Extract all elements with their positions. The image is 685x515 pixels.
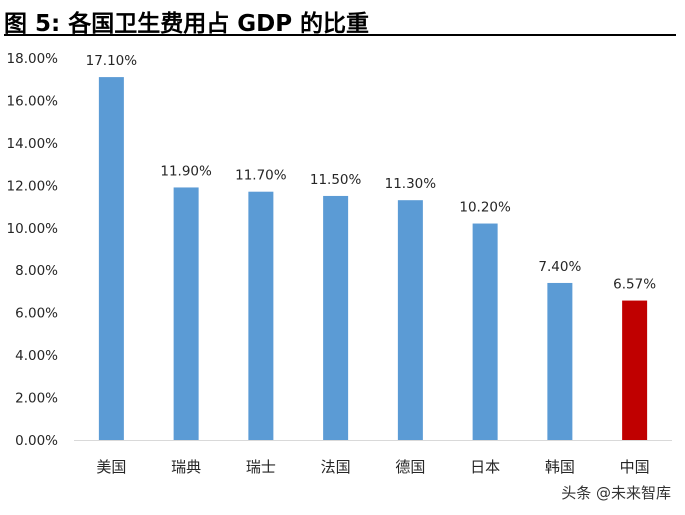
watermark: 头条 @未来智库 xyxy=(561,484,671,502)
data-label: 6.57% xyxy=(613,277,656,293)
data-label: 11.90% xyxy=(160,163,212,179)
data-label: 11.70% xyxy=(235,168,287,184)
x-tick-label: 瑞士 xyxy=(246,458,276,476)
data-label: 11.30% xyxy=(385,176,437,192)
y-tick-label: 18.00% xyxy=(7,51,59,67)
x-tick-label: 韩国 xyxy=(545,458,575,476)
title-bar: 图 5: 各国卫生费用占 GDP 的比重 xyxy=(4,2,676,37)
data-label: 11.50% xyxy=(310,172,362,188)
y-tick-label: 4.00% xyxy=(15,348,58,364)
data-label: 10.20% xyxy=(459,200,511,216)
y-tick-label: 16.00% xyxy=(7,93,59,109)
bar xyxy=(547,282,573,440)
data-label: 17.10% xyxy=(86,53,138,69)
y-tick-label: 8.00% xyxy=(15,263,58,279)
y-tick-label: 6.00% xyxy=(15,306,58,322)
y-tick-label: 0.00% xyxy=(15,433,58,449)
x-tick-label: 美国 xyxy=(96,458,126,476)
data-label: 7.40% xyxy=(538,259,581,275)
bar xyxy=(323,195,349,440)
x-tick-label: 瑞典 xyxy=(171,458,201,476)
bar xyxy=(248,191,274,440)
y-tick-label: 2.00% xyxy=(15,391,58,407)
y-tick-label: 12.00% xyxy=(7,178,59,194)
x-tick-label: 日本 xyxy=(470,458,500,476)
x-tick-label: 中国 xyxy=(620,458,650,476)
chart-title: 图 5: 各国卫生费用占 GDP 的比重 xyxy=(4,11,370,37)
y-tick-label: 10.00% xyxy=(7,221,59,237)
y-tick-label: 14.00% xyxy=(7,136,59,152)
x-tick-label: 法国 xyxy=(321,458,351,476)
bar xyxy=(397,200,423,440)
bar xyxy=(173,187,199,440)
bar xyxy=(472,223,498,440)
x-tick-label: 德国 xyxy=(395,458,425,476)
bar xyxy=(98,77,124,440)
bar xyxy=(622,300,648,440)
